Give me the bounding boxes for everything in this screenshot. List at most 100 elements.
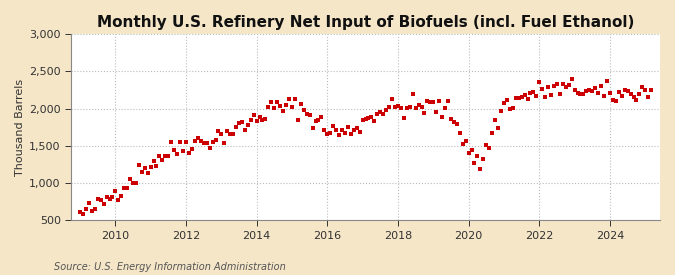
Point bbox=[605, 90, 616, 95]
Point bbox=[389, 105, 400, 109]
Point bbox=[619, 88, 630, 92]
Point bbox=[145, 164, 156, 169]
Point bbox=[263, 105, 274, 109]
Point bbox=[119, 186, 130, 190]
Point bbox=[163, 154, 173, 159]
Point bbox=[634, 92, 645, 97]
Point bbox=[128, 180, 138, 185]
Point bbox=[454, 131, 465, 135]
Point bbox=[221, 129, 232, 134]
Point bbox=[169, 148, 180, 152]
Point bbox=[631, 98, 642, 103]
Point bbox=[460, 139, 471, 144]
Point bbox=[240, 127, 250, 132]
Point bbox=[181, 139, 192, 144]
Point bbox=[319, 128, 330, 132]
Point bbox=[443, 99, 454, 103]
Point bbox=[369, 119, 380, 123]
Point bbox=[601, 79, 612, 83]
Point bbox=[331, 128, 342, 132]
Point bbox=[272, 100, 283, 104]
Point bbox=[184, 151, 194, 155]
Point bbox=[310, 119, 321, 123]
Point bbox=[578, 92, 589, 97]
Point bbox=[366, 115, 377, 119]
Point bbox=[513, 95, 524, 100]
Point bbox=[296, 102, 306, 106]
Point bbox=[246, 118, 256, 122]
Point bbox=[495, 109, 506, 114]
Point bbox=[254, 115, 265, 120]
Point bbox=[113, 197, 124, 202]
Point bbox=[201, 140, 212, 145]
Point bbox=[560, 85, 571, 89]
Point bbox=[575, 92, 586, 97]
Point bbox=[393, 104, 404, 109]
Point bbox=[581, 89, 592, 94]
Point bbox=[384, 104, 395, 109]
Point bbox=[622, 89, 633, 93]
Point bbox=[192, 136, 203, 141]
Point bbox=[599, 94, 610, 98]
Point bbox=[234, 121, 244, 125]
Point bbox=[357, 118, 368, 123]
Point bbox=[225, 132, 236, 136]
Point bbox=[551, 82, 562, 86]
Point bbox=[160, 154, 171, 159]
Point bbox=[502, 97, 512, 102]
Point bbox=[419, 111, 430, 115]
Point bbox=[569, 87, 580, 92]
Point bbox=[257, 118, 268, 123]
Point bbox=[316, 115, 327, 119]
Point bbox=[387, 97, 398, 101]
Point bbox=[428, 100, 439, 104]
Point bbox=[540, 95, 551, 99]
Point bbox=[458, 142, 468, 146]
Point bbox=[175, 140, 186, 144]
Point bbox=[493, 126, 504, 130]
Point bbox=[92, 196, 103, 201]
Point bbox=[86, 208, 97, 213]
Point bbox=[198, 141, 209, 145]
Point bbox=[171, 151, 182, 156]
Point bbox=[554, 92, 565, 96]
Y-axis label: Thousand Barrels: Thousand Barrels bbox=[15, 79, 25, 176]
Point bbox=[195, 139, 206, 144]
Point bbox=[142, 171, 153, 176]
Point bbox=[549, 84, 560, 88]
Point bbox=[354, 129, 365, 134]
Point bbox=[166, 140, 177, 144]
Point bbox=[110, 189, 121, 193]
Point bbox=[287, 105, 298, 109]
Point bbox=[463, 151, 474, 155]
Point bbox=[151, 164, 162, 168]
Point bbox=[478, 156, 489, 161]
Point bbox=[313, 118, 324, 123]
Point bbox=[186, 147, 197, 152]
Point bbox=[646, 87, 657, 92]
Point bbox=[584, 87, 595, 92]
Point bbox=[322, 131, 333, 136]
Point bbox=[446, 117, 456, 121]
Point bbox=[614, 90, 624, 94]
Point bbox=[95, 198, 106, 203]
Point bbox=[281, 103, 292, 108]
Point bbox=[490, 118, 501, 123]
Point bbox=[472, 154, 483, 158]
Point bbox=[260, 117, 271, 122]
Point bbox=[525, 91, 536, 96]
Point bbox=[519, 93, 530, 97]
Point bbox=[433, 99, 444, 104]
Point bbox=[227, 132, 238, 137]
Point bbox=[616, 93, 627, 98]
Point bbox=[381, 108, 392, 112]
Point bbox=[342, 125, 353, 129]
Point bbox=[307, 126, 318, 130]
Point bbox=[439, 106, 450, 110]
Point bbox=[528, 90, 539, 94]
Point bbox=[504, 107, 515, 111]
Point bbox=[78, 212, 88, 216]
Text: Source: U.S. Energy Information Administration: Source: U.S. Energy Information Administ… bbox=[54, 262, 286, 272]
Point bbox=[115, 194, 126, 199]
Point bbox=[564, 82, 574, 87]
